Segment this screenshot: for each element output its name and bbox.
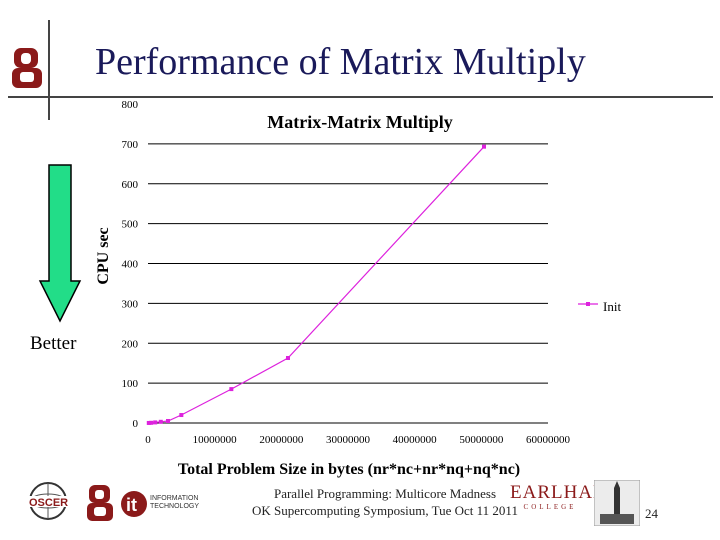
y-tick-label: 700: [122, 139, 139, 151]
series-line-init: [148, 146, 485, 424]
chart-title: Matrix-Matrix Multiply: [267, 112, 452, 132]
y-tick-label: 400: [122, 259, 139, 271]
legend: Init: [578, 299, 621, 314]
ou-logo-icon: [87, 485, 113, 521]
legend-marker-init: [586, 302, 590, 306]
legend-label-init: Init: [603, 299, 621, 314]
title-horizontal-rule: [8, 96, 713, 98]
y-axis-label: CPU sec: [95, 227, 112, 284]
x-tick-label: 50000000: [459, 434, 504, 446]
data-point: [149, 420, 154, 425]
slide-number: 24: [645, 506, 658, 521]
data-point: [482, 144, 486, 149]
oscer-logo-icon: OSCER: [28, 482, 68, 520]
y-tick-label: 500: [122, 219, 139, 231]
y-tick-label: 200: [122, 338, 139, 350]
ou-it-text: INFORMATION TECHNOLOGY: [150, 495, 200, 510]
earlham-subtext: COLLEGE: [523, 503, 577, 511]
x-tick-label: 40000000: [393, 434, 438, 446]
earlham-college-logo-icon: EARLHAM COLLEGE: [510, 482, 611, 517]
x-tick-label: 0: [145, 434, 151, 446]
data-point: [166, 419, 170, 424]
data-point: [153, 420, 158, 425]
svg-text:it: it: [126, 495, 137, 515]
x-tick-label: 20000000: [259, 434, 304, 446]
x-axis-label: Total Problem Size in bytes (nr*nc+nr*nq…: [178, 461, 520, 478]
y-tick-label: 300: [122, 298, 139, 310]
earlham-text: EARLHAM: [510, 482, 611, 503]
y-tick-label: 100: [122, 378, 139, 390]
chart: 0 100 200 300 400 500 600 700 800 0 10000000 20000…: [95, 99, 621, 478]
slide-title: Performance of Matrix Multiply: [95, 41, 586, 83]
y-tick-label: 600: [122, 179, 139, 191]
better-label: Better: [30, 333, 77, 354]
tower-photo-icon: [594, 480, 640, 526]
data-point: [158, 419, 163, 424]
ou-logo-icon: [12, 48, 42, 88]
y-tick-label: 800: [122, 99, 139, 111]
x-tick-label: 10000000: [193, 434, 238, 446]
x-tick-label: 30000000: [326, 434, 371, 446]
svg-text:OSCER: OSCER: [29, 497, 68, 509]
data-point: [179, 413, 184, 418]
footer-line2: OK Supercomputing Symposium, Tue Oct 11 …: [252, 503, 518, 518]
y-tick-label: 0: [133, 418, 139, 430]
footer-line1: Parallel Programming: Multicore Madness: [273, 486, 497, 501]
data-point: [286, 356, 290, 361]
better-arrow-icon: [38, 164, 82, 323]
ou-it-logo-icon: it INFORMATION TECHNOLOGY: [120, 487, 202, 521]
data-point: [146, 420, 151, 425]
data-point: [229, 387, 234, 392]
title-vertical-rule: [48, 20, 50, 120]
x-tick-label: 60000000: [526, 434, 571, 446]
